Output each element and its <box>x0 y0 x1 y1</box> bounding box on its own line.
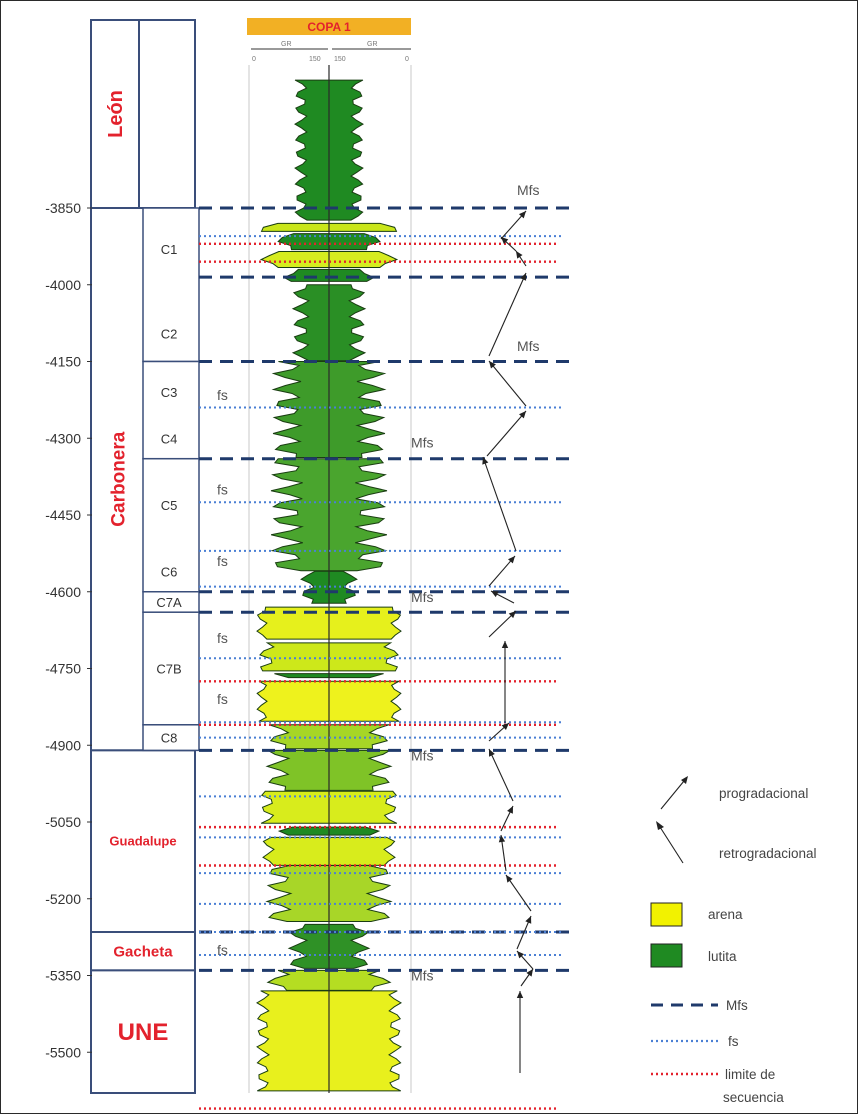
depth-tick-label: -5050 <box>45 814 81 830</box>
surface-annotation-label: Mfs <box>411 589 434 605</box>
stacking-arrow-head <box>501 723 509 731</box>
stacking-arrow-head <box>506 875 513 883</box>
stacking-arrow-line <box>482 456 517 552</box>
unit-label: C3 <box>161 385 178 400</box>
legend-arena-swatch <box>650 902 683 927</box>
formation-box <box>90 969 196 1095</box>
surface-annotation-label: fs <box>217 553 228 569</box>
stacking-arrow-head <box>507 556 515 564</box>
stacking-arrow-line <box>505 874 532 912</box>
surface-annotation-label: fs <box>217 630 228 646</box>
unit-label: C2 <box>161 326 178 341</box>
legend-lutita-label: lutita <box>708 949 737 964</box>
depth-tick-label: -4450 <box>45 507 81 523</box>
stacking-arrow-head <box>516 991 524 998</box>
unit-label: C6 <box>161 564 178 579</box>
surface-annotation-label: fs <box>217 942 228 958</box>
depth-tick-label: -5200 <box>45 891 81 907</box>
formation-label: Carbonera <box>109 431 130 526</box>
stacking-arrow-head <box>517 951 525 959</box>
unit-box <box>142 724 200 752</box>
well-name: COPA 1 <box>307 20 351 34</box>
formation-box <box>90 19 140 209</box>
stacking-arrow-head <box>498 835 506 843</box>
stacking-pattern-arrows <box>482 210 534 1073</box>
legend-lutita-swatch <box>650 943 683 968</box>
formation-label: UNE <box>118 1019 169 1046</box>
stacking-arrow-head <box>520 273 527 281</box>
unit-box <box>142 611 200 726</box>
depth-tick-label: -4300 <box>45 430 81 446</box>
stacking-arrow-head <box>482 457 489 465</box>
depth-tick-label: -4600 <box>45 584 81 600</box>
surface-annotation-label: fs <box>217 691 228 707</box>
depth-tick-label: -4150 <box>45 354 81 370</box>
depth-tick-label: -4000 <box>45 277 81 293</box>
depth-tick-label: -3850 <box>45 200 81 216</box>
unit-label: C7B <box>156 662 181 677</box>
depth-tick-label: -4900 <box>45 737 81 753</box>
unit-label: C1 <box>161 242 178 257</box>
legend-retrogradacional-label: retrogradacional <box>719 846 817 861</box>
surface-annotations: Mfs Mfs Mfs Mfs Mfs Mfs fs fs fs fs fs fs <box>217 182 540 983</box>
left-track-min: 0 <box>252 56 256 63</box>
unit-label: C4 <box>161 431 178 446</box>
formation-label: Gacheta <box>113 943 173 960</box>
legend: progradacional retrogradacional arena lu… <box>650 776 817 1105</box>
surface-annotation-label: fs <box>217 481 228 497</box>
unit-label: C7A <box>156 595 182 610</box>
surface-annotation-label: fs <box>217 387 228 403</box>
formation-box <box>90 749 196 934</box>
formation-label: León <box>105 90 127 138</box>
stacking-arrow-head <box>491 591 499 598</box>
stacking-arrow-head <box>526 969 533 977</box>
stacking-arrow-head <box>489 749 495 757</box>
legend-progradacional-label: progradacional <box>719 786 808 801</box>
leon-side-box <box>138 19 196 209</box>
depth-axis: -3850 -4000 -4150 -4300 -4450 -4600 -4750 -4900… <box>45 200 92 1060</box>
stacking-arrow-head <box>501 641 509 648</box>
legend-retrogradacional-arrow-icon <box>656 821 684 864</box>
legend-progradacional-arrow-icon <box>660 776 688 810</box>
unit-box <box>142 457 200 593</box>
surface-annotation-label: Mfs <box>517 338 540 354</box>
stacking-arrow-head <box>507 806 513 814</box>
stacking-arrow-head <box>518 411 526 419</box>
stacking-arrow-line <box>488 272 527 357</box>
legend-fs-label: fs <box>728 1034 739 1049</box>
legend-arena-label: arena <box>708 907 743 922</box>
left-track-name: GR <box>281 41 292 48</box>
stacking-arrow-line <box>488 360 527 407</box>
right-track-min: 150 <box>334 56 346 63</box>
well-header <box>247 18 411 35</box>
stacking-arrow-head <box>508 611 516 619</box>
depth-tick-label: -5500 <box>45 1044 81 1060</box>
legend-mfs-label: Mfs <box>726 998 748 1013</box>
stacking-arrow-head <box>516 251 523 259</box>
right-track-max: 0 <box>405 56 409 63</box>
surface-annotation-label: Mfs <box>517 182 540 198</box>
legend-sequence-limit-label-1: limite de <box>725 1067 775 1082</box>
surfaces <box>199 206 569 1110</box>
legend-sequence-limit-label-2: secuencia <box>723 1090 784 1105</box>
unit-column: C1 C2 C3 C4 C5 C6 C7A C7B C8 <box>142 207 200 752</box>
right-track-name: GR <box>367 41 378 48</box>
formation-label: Guadalupe <box>109 834 176 849</box>
stacking-arrow-head <box>525 916 532 924</box>
stacking-arrow-head <box>489 361 496 369</box>
stacking-arrow-line <box>488 748 514 802</box>
unit-label: C8 <box>161 731 178 746</box>
depth-tick-label: -5350 <box>45 968 81 984</box>
surface-annotation-label: Mfs <box>411 747 434 763</box>
stacking-arrow-line <box>486 410 527 457</box>
left-track-max: 150 <box>309 56 321 63</box>
depth-tick-label: -4750 <box>45 661 81 677</box>
surface-annotation-label: Mfs <box>411 968 434 984</box>
stacking-arrow-head <box>501 237 509 245</box>
surface-annotation-label: Mfs <box>411 434 434 450</box>
stacking-arrow-head <box>518 211 526 219</box>
unit-label: C5 <box>161 498 178 513</box>
